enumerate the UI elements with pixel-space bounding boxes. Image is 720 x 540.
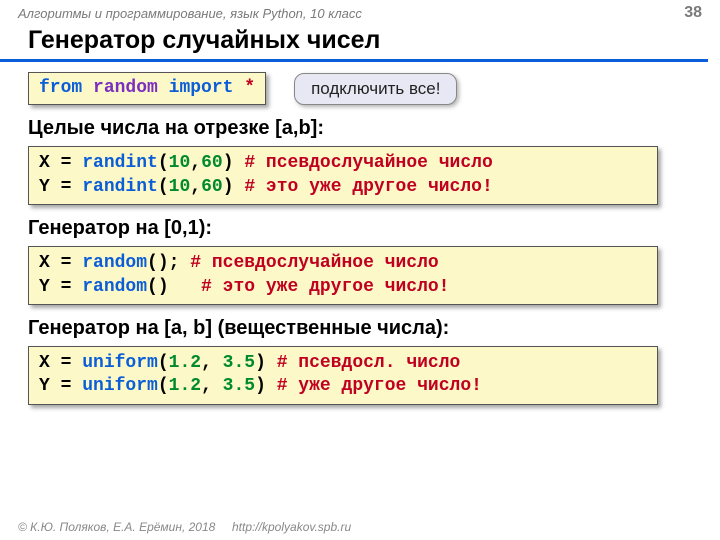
import-code: from random import *	[28, 72, 266, 105]
code-block-3: X = uniform(1.2, 3.5) # псевдосл. число …	[28, 346, 658, 405]
callout-bubble: подключить все!	[294, 73, 457, 105]
page-number: 38	[684, 4, 702, 22]
slide-header: Алгоритмы и программирование, язык Pytho…	[0, 0, 720, 24]
slide-title: Генератор случайных чисел	[0, 24, 708, 62]
code-block-1: X = randint(10,60) # псевдослучайное чис…	[28, 146, 658, 205]
footer-url: http://kpolyakov.spb.ru	[232, 520, 351, 534]
module-name: random	[93, 78, 158, 98]
slide-footer: © К.Ю. Поляков, Е.А. Ерёмин, 2018 http:/…	[18, 520, 351, 534]
section1-heading: Целые числа на отрезке [a,b]:	[0, 117, 720, 140]
import-star: *	[244, 78, 255, 98]
section3-heading: Генератор на [a, b] (вещественные числа)…	[0, 317, 720, 340]
kw-import: import	[169, 78, 234, 98]
course-title: Алгоритмы и программирование, язык Pytho…	[18, 6, 362, 21]
code-block-2: X = random(); # псевдослучайное число Y …	[28, 246, 658, 305]
copyright-text: © К.Ю. Поляков, Е.А. Ерёмин, 2018	[18, 520, 215, 534]
kw-from: from	[39, 78, 82, 98]
section2-heading: Генератор на [0,1):	[0, 217, 720, 240]
